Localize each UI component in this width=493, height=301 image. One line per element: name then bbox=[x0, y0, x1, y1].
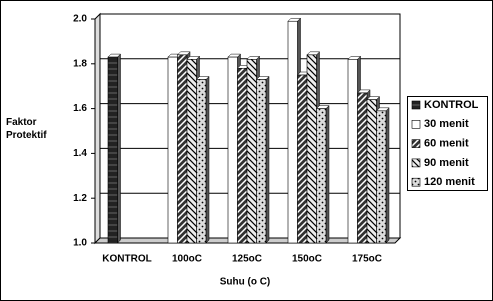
legend-swatch bbox=[411, 100, 421, 110]
bar bbox=[347, 59, 358, 244]
y-tick-label: 1.2 bbox=[73, 193, 87, 204]
bar bbox=[297, 74, 308, 244]
bar bbox=[287, 20, 298, 244]
y-tick-label: 1.8 bbox=[73, 58, 87, 69]
y-tick-label: 2.0 bbox=[73, 14, 87, 25]
legend-swatch bbox=[411, 139, 421, 148]
bar-side bbox=[325, 104, 330, 244]
bar bbox=[177, 54, 188, 244]
legend-label: 120 menit bbox=[424, 176, 475, 188]
side-wall bbox=[94, 12, 101, 245]
legend-swatch bbox=[411, 158, 421, 168]
legend-label: 30 menit bbox=[424, 118, 469, 130]
y-tick-label: 1.0 bbox=[73, 238, 87, 249]
bar bbox=[186, 59, 197, 244]
bar bbox=[376, 110, 387, 244]
legend-label: 60 menit bbox=[424, 138, 469, 150]
legend-swatch bbox=[411, 120, 421, 129]
y-tick-label: 1.4 bbox=[73, 148, 87, 159]
x-axis-title: Suhu (o C) bbox=[220, 277, 271, 288]
y-axis-title: Faktor Protektif bbox=[6, 117, 47, 141]
bar bbox=[357, 92, 368, 244]
y-tick-label: 1.6 bbox=[73, 103, 87, 114]
legend bbox=[407, 96, 488, 191]
bar bbox=[306, 54, 317, 244]
bar-side bbox=[265, 75, 270, 244]
bar-side bbox=[117, 53, 121, 244]
x-tick-label: KONTROL bbox=[102, 254, 151, 265]
bar bbox=[256, 79, 267, 244]
x-tick-label: 150oC bbox=[292, 254, 322, 265]
legend-label: KONTROL bbox=[424, 99, 479, 111]
x-tick-label: 125oC bbox=[232, 254, 262, 265]
bar bbox=[167, 56, 178, 244]
bar bbox=[196, 79, 207, 244]
bar bbox=[316, 108, 327, 244]
bar bbox=[237, 67, 248, 244]
bar-side bbox=[385, 107, 390, 244]
x-tick-label: 175oC bbox=[352, 254, 382, 265]
bar bbox=[246, 59, 257, 244]
legend-label: 90 menit bbox=[424, 157, 469, 169]
bar bbox=[107, 56, 118, 244]
bar bbox=[366, 99, 377, 244]
bar bbox=[227, 56, 238, 244]
bar-side bbox=[205, 75, 210, 244]
legend-swatch bbox=[411, 177, 421, 187]
x-tick-label: 100oC bbox=[172, 254, 202, 265]
